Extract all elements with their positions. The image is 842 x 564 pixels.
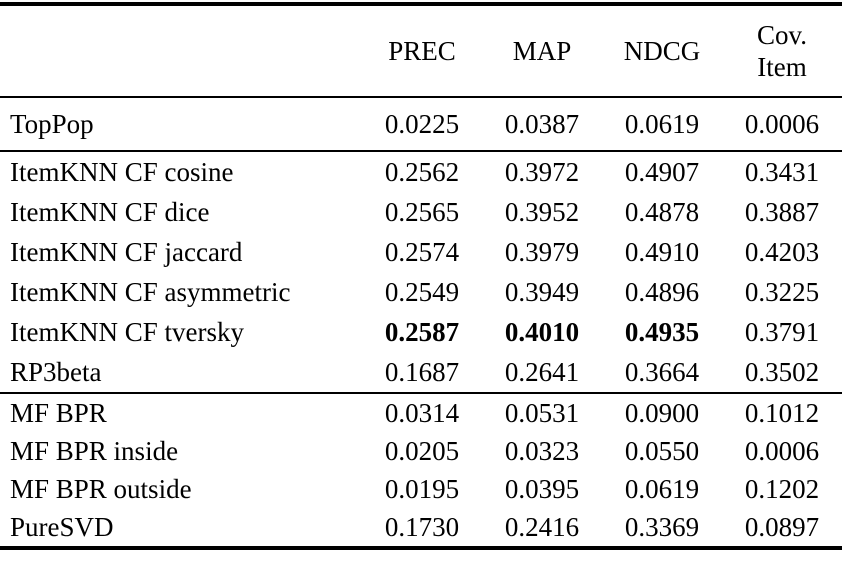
row-label: ItemKNN CF dice: [10, 196, 210, 227]
header-cov-item-lines: Cov. Item: [757, 19, 807, 83]
table-row-itemknn-jaccard: ItemKNN CF jaccard 0.2574 0.3979 0.4910 …: [0, 232, 842, 272]
table-row-toppop: TopPop 0.0225 0.0387 0.0619 0.0006: [0, 97, 842, 152]
row-label: ItemKNN CF cosine: [10, 156, 234, 187]
table-row-itemknn-cosine: ItemKNN CF cosine 0.2562 0.3972 0.4907 0…: [0, 151, 842, 192]
cell-cov: 0.3431: [744, 156, 820, 187]
cell-map: 0.3949: [504, 276, 580, 307]
table-row-rp3beta: RP3beta 0.1687 0.2641 0.3664 0.3502: [0, 352, 842, 394]
cell-ndcg: 0.4910: [624, 236, 700, 267]
cell-cov: 0.3791: [744, 316, 820, 347]
cell-cov: 0.0897: [722, 508, 842, 550]
cell-prec: 0.1730: [362, 508, 482, 550]
cell-map: 0.3972: [504, 156, 580, 187]
row-label: RP3beta: [0, 352, 362, 394]
cell-map: 0.2641: [482, 352, 602, 394]
results-table: PREC MAP NDCG Cov. Item TopPop 0.0225 0.…: [0, 2, 842, 550]
cell-prec: 0.0205: [384, 435, 460, 466]
row-label: ItemKNN CF asymmetric: [10, 276, 291, 307]
cell-ndcg: 0.0550: [624, 435, 700, 466]
cell-map: 0.0531: [504, 397, 580, 428]
row-label: ItemKNN CF tversky: [10, 316, 244, 347]
cell-cov: 0.0006: [722, 97, 842, 152]
cell-cov: 0.3887: [744, 196, 820, 227]
cell-prec: 0.2565: [384, 196, 460, 227]
row-label: ItemKNN CF jaccard: [10, 236, 243, 267]
cell-prec: 0.2574: [384, 236, 460, 267]
row-label: TopPop: [0, 97, 362, 152]
cell-ndcg: 0.0900: [624, 397, 700, 428]
header-map: MAP: [482, 2, 602, 98]
table-row-itemknn-dice: ItemKNN CF dice 0.2565 0.3952 0.4878 0.3…: [0, 192, 842, 232]
row-label: PureSVD: [0, 508, 362, 550]
cell-map: 0.0387: [482, 97, 602, 152]
header-cov-line2: Item: [757, 52, 807, 82]
cell-ndcg: 0.4935: [624, 316, 700, 347]
group-baseline: TopPop 0.0225 0.0387 0.0619 0.0006: [0, 97, 842, 152]
cell-ndcg: 0.4896: [624, 276, 700, 307]
cell-prec: 0.0225: [362, 97, 482, 152]
table-row-puresvd: PureSVD 0.1730 0.2416 0.3369 0.0897: [0, 508, 842, 550]
cell-map: 0.4010: [504, 316, 580, 347]
cell-cov: 0.1012: [744, 397, 820, 428]
cell-map: 0.0395: [504, 473, 580, 504]
group-knn: ItemKNN CF cosine 0.2562 0.3972 0.4907 0…: [0, 151, 842, 394]
table-row-itemknn-asymmetric: ItemKNN CF asymmetric 0.2549 0.3949 0.48…: [0, 272, 842, 312]
cell-prec: 0.2587: [384, 316, 460, 347]
cell-ndcg: 0.0619: [602, 97, 722, 152]
table-header: PREC MAP NDCG Cov. Item: [0, 2, 842, 98]
group-mf: MF BPR 0.0314 0.0531 0.0900 0.1012 MF BP…: [0, 393, 842, 550]
cell-ndcg: 0.3369: [602, 508, 722, 550]
cell-map: 0.2416: [482, 508, 602, 550]
cell-map: 0.0323: [504, 435, 580, 466]
cell-map: 0.3979: [504, 236, 580, 267]
cell-cov: 0.3502: [722, 352, 842, 394]
cell-cov: 0.3225: [744, 276, 820, 307]
table-row-mf-bpr: MF BPR 0.0314 0.0531 0.0900 0.1012: [0, 393, 842, 432]
table-row-mf-bpr-outside: MF BPR outside 0.0195 0.0395 0.0619 0.12…: [0, 470, 842, 508]
cell-cov: 0.1202: [744, 473, 820, 504]
cell-ndcg: 0.4878: [624, 196, 700, 227]
table-row-mf-bpr-inside: MF BPR inside 0.0205 0.0323 0.0550 0.000…: [0, 432, 842, 470]
row-label: MF BPR inside: [10, 435, 179, 466]
header-row: PREC MAP NDCG Cov. Item: [0, 2, 842, 98]
header-cov-item: Cov. Item: [722, 2, 842, 98]
cell-cov: 0.0006: [744, 435, 820, 466]
cell-map: 0.3952: [504, 196, 580, 227]
cell-prec: 0.0314: [384, 397, 460, 428]
header-empty: [0, 2, 362, 98]
table-row-itemknn-tversky: ItemKNN CF tversky 0.2587 0.4010 0.4935 …: [0, 312, 842, 352]
header-cov-line1: Cov.: [756, 20, 807, 50]
cell-ndcg: 0.4907: [624, 156, 700, 187]
row-label: MF BPR outside: [10, 473, 192, 504]
cell-prec: 0.2562: [384, 156, 460, 187]
cell-prec: 0.1687: [362, 352, 482, 394]
row-label: MF BPR: [10, 397, 107, 428]
cell-cov: 0.4203: [744, 236, 820, 267]
header-ndcg: NDCG: [602, 2, 722, 98]
cell-prec: 0.0195: [384, 473, 460, 504]
cell-ndcg: 0.3664: [602, 352, 722, 394]
header-prec: PREC: [362, 2, 482, 98]
cell-ndcg: 0.0619: [624, 473, 700, 504]
cell-prec: 0.2549: [384, 276, 460, 307]
